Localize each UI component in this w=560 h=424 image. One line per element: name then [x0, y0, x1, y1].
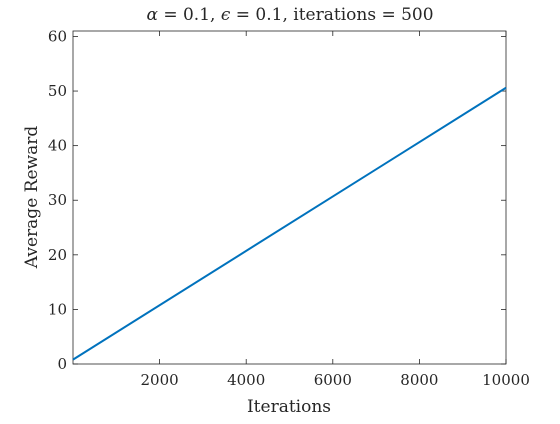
- y-tick-label: 30: [48, 191, 67, 209]
- x-tick-label: 8000: [400, 371, 438, 389]
- y-tick-label: 10: [48, 300, 67, 318]
- x-tick-label: 2000: [141, 371, 179, 389]
- y-tick-label: 60: [48, 27, 67, 45]
- plot-area: 2000 4000 6000 8000 10000 0 10 20 30 40 50 60: [48, 27, 530, 389]
- y-tick-label: 40: [48, 137, 67, 155]
- series-line-1: [72, 86, 507, 361]
- chart-title: α = 0.1, ϵ = 0.1, iterations = 500: [146, 5, 433, 25]
- y-tick-label: 0: [57, 355, 67, 373]
- x-tick-label: 4000: [227, 371, 265, 389]
- y-axis-label: Average Reward: [22, 126, 42, 270]
- x-axis-label: Iterations: [247, 397, 331, 417]
- x-tick-label: 10000: [482, 371, 530, 389]
- y-tick-label: 50: [48, 82, 67, 100]
- y-tick-label: 20: [48, 246, 67, 264]
- plot-frame: [72, 30, 507, 365]
- x-tick-label: 6000: [314, 371, 352, 389]
